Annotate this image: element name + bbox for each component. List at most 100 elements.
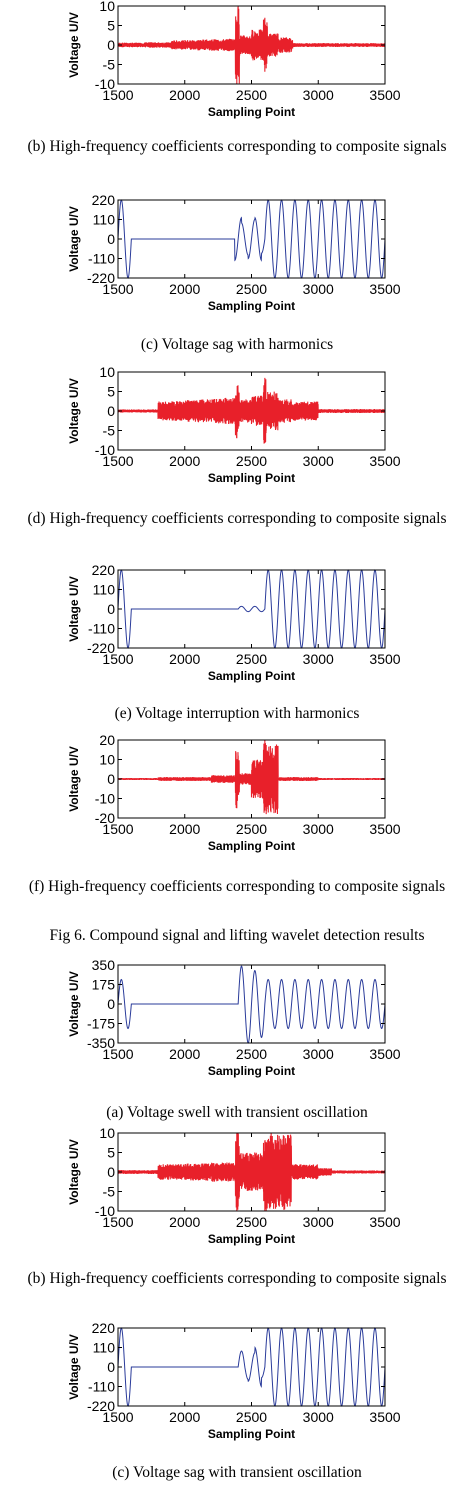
x-tick-label: 3500: [369, 1409, 400, 1425]
x-tick-label: 3000: [303, 651, 334, 667]
x-tick-label: 1500: [102, 821, 133, 837]
x-axis-label: Sampling Point: [208, 1064, 295, 1078]
y-tick-label: 5: [107, 1145, 115, 1161]
series-line: [117, 740, 386, 815]
x-tick-label: 1500: [102, 1409, 133, 1425]
x-tick-label: 1500: [102, 651, 133, 667]
y-tick-label: 0: [107, 601, 115, 617]
x-tick-label: 2000: [169, 1409, 200, 1425]
y-tick-label: -10: [95, 76, 115, 92]
y-tick-label: -5: [103, 423, 116, 439]
y-tick-label: 5: [107, 18, 115, 34]
y-tick-label: -20: [95, 810, 115, 826]
y-tick-label: 110: [93, 1340, 116, 1356]
series-line: [117, 1133, 386, 1211]
x-tick-label: 2500: [236, 1214, 267, 1230]
y-tick-label: -350: [87, 1035, 115, 1051]
chart-caption: (e) Voltage interruption with harmonics: [114, 705, 360, 722]
chart-caption: (c) Voltage sag with transient oscillati…: [112, 1464, 362, 1481]
x-tick-label: 2000: [169, 651, 200, 667]
x-tick-label: 3500: [369, 281, 400, 297]
y-axis-label: Voltage U/V: [67, 971, 81, 1037]
chart-caption: (d) High-frequency coefficients correspo…: [27, 510, 447, 527]
y-tick-label: -110: [88, 621, 115, 637]
x-tick-label: 3000: [303, 281, 334, 297]
x-tick-label: 3500: [369, 87, 400, 103]
x-axis-label: Sampling Point: [208, 299, 295, 313]
chart-panel-8: 1500 2000 2500 3000 3500 220 110 0 -110 -220 Sampl…: [67, 1320, 401, 1441]
x-tick-label: 3000: [303, 1214, 334, 1230]
y-axis-label: Voltage U/V: [67, 12, 81, 78]
x-tick-label: 2000: [169, 281, 200, 297]
x-axis-label: Sampling Point: [208, 669, 295, 683]
y-axis-label: Voltage U/V: [67, 206, 81, 272]
x-tick-label: 2500: [236, 1046, 267, 1062]
x-tick-label: 3000: [303, 87, 334, 103]
chart-caption: (f) High-frequency coefficients correspo…: [28, 878, 446, 895]
x-tick-label: 2000: [169, 821, 200, 837]
x-tick-label: 2000: [169, 453, 200, 469]
x-axis-label: Sampling Point: [208, 105, 295, 119]
chart-panel-2: 1500 2000 2500 3000 3500 220 110 0 -110 -220 Sampl…: [67, 192, 401, 313]
series-line: [117, 377, 386, 444]
y-tick-label: 220: [92, 1320, 116, 1336]
x-tick-label: 2500: [236, 651, 267, 667]
y-tick-label: 20: [99, 732, 115, 748]
y-tick-label: 0: [107, 1164, 115, 1180]
x-tick-label: 3000: [303, 821, 334, 837]
y-tick-label: -220: [87, 1398, 115, 1414]
y-tick-label: 5: [107, 384, 115, 400]
y-tick-label: 0: [107, 37, 115, 53]
x-tick-label: 3500: [369, 453, 400, 469]
series-line: [117, 569, 386, 649]
x-tick-label: 2500: [236, 453, 267, 469]
y-tick-label: -220: [87, 640, 115, 656]
y-axis-label: Voltage U/V: [67, 1334, 81, 1400]
y-tick-label: -110: [88, 251, 115, 267]
chart-caption: (a) Voltage swell with transient oscilla…: [106, 1104, 368, 1121]
series-line: [117, 199, 386, 279]
y-tick-label: 220: [92, 192, 116, 208]
x-tick-label: 3500: [369, 1214, 400, 1230]
x-tick-label: 3500: [369, 1046, 400, 1062]
y-tick-label: 0: [107, 1359, 115, 1375]
y-tick-label: -10: [95, 442, 115, 458]
y-tick-label: 220: [92, 562, 116, 578]
x-tick-label: 2000: [169, 1214, 200, 1230]
x-axis-label: Sampling Point: [208, 471, 295, 485]
y-axis-label: Voltage U/V: [67, 746, 81, 812]
x-axis-label: Sampling Point: [208, 1232, 295, 1246]
x-tick-label: 3000: [303, 1046, 334, 1062]
chart-panel-4: 1500 2000 2500 3000 3500 220 110 0 -110 -220 Sampl…: [67, 562, 401, 683]
y-tick-label: -175: [87, 1016, 115, 1032]
y-tick-label: 0: [107, 231, 115, 247]
chart-caption: (b) High-frequency coefficients correspo…: [27, 138, 447, 155]
x-tick-label: 1500: [102, 453, 133, 469]
y-tick-label: 350: [92, 957, 116, 973]
x-tick-label: 2500: [236, 821, 267, 837]
y-tick-label: 10: [99, 752, 115, 768]
x-tick-label: 2000: [169, 87, 200, 103]
y-tick-label: 110: [93, 582, 116, 598]
chart-panel-3: 1500 2000 2500 3000 3500 10 5 0 -5 -10 Sampling Po…: [67, 364, 401, 485]
y-tick-label: 0: [107, 403, 115, 419]
chart-panel-7: 1500 2000 2500 3000 3500 10 5 0 -5 -10 Sampling Po…: [67, 1125, 401, 1246]
chart-caption: (b) High-frequency coefficients correspo…: [27, 1270, 447, 1287]
figure-title: Fig 6. Compound signal and lifting wavel…: [49, 927, 425, 944]
y-axis-label: Voltage U/V: [67, 576, 81, 642]
y-tick-label: 10: [99, 364, 115, 380]
y-tick-label: 0: [107, 771, 115, 787]
x-axis-label: Sampling Point: [208, 1427, 295, 1441]
x-tick-label: 2500: [236, 281, 267, 297]
y-tick-label: -10: [95, 1203, 115, 1219]
chart-panel-5: 1500 2000 2500 3000 3500 20 10 0 -10 -20 Sampling …: [67, 732, 401, 853]
x-tick-label: 3000: [303, 1409, 334, 1425]
y-tick-label: -5: [103, 1184, 116, 1200]
y-tick-label: 10: [99, 1125, 115, 1141]
y-tick-label: -5: [103, 57, 116, 73]
y-tick-label: 0: [107, 996, 115, 1012]
y-tick-label: 10: [99, 0, 115, 14]
x-axis-label: Sampling Point: [208, 839, 295, 853]
y-tick-label: 110: [93, 212, 116, 228]
